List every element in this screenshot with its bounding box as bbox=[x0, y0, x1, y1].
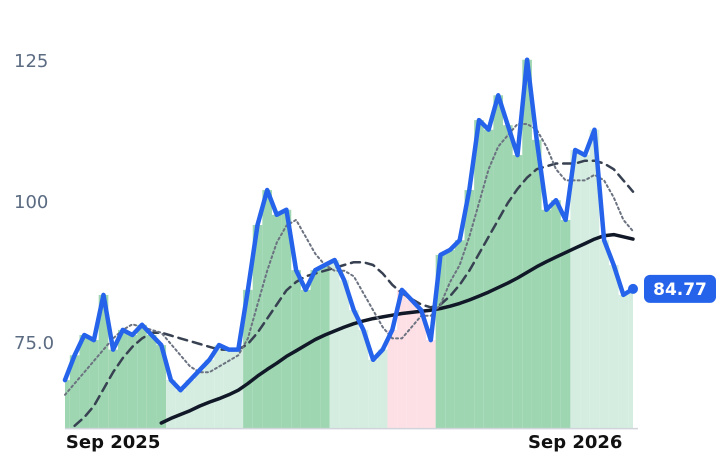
price-area bbox=[320, 265, 330, 429]
price-area bbox=[560, 219, 571, 429]
price-area bbox=[271, 214, 282, 429]
y-tick-label: 125 bbox=[14, 51, 48, 72]
price-area bbox=[358, 329, 369, 429]
price-area bbox=[493, 95, 504, 429]
price-area bbox=[156, 345, 167, 429]
price-area bbox=[185, 380, 195, 429]
price-area bbox=[310, 270, 321, 429]
price-area bbox=[628, 288, 633, 429]
price-area bbox=[503, 125, 513, 429]
price-area bbox=[117, 329, 128, 429]
last-price-label: 84.77 bbox=[653, 280, 707, 300]
price-area bbox=[281, 209, 292, 429]
price-area bbox=[570, 149, 581, 429]
price-area bbox=[300, 289, 311, 429]
price-area bbox=[194, 369, 205, 429]
price-area bbox=[397, 289, 407, 429]
price-area bbox=[65, 380, 70, 429]
price-area bbox=[512, 155, 523, 429]
price-area bbox=[368, 359, 378, 429]
price-area bbox=[589, 129, 600, 429]
price-area bbox=[175, 390, 186, 429]
price-area bbox=[349, 310, 359, 429]
price-area bbox=[127, 334, 138, 429]
price-area bbox=[108, 349, 118, 429]
price-area bbox=[551, 200, 561, 429]
price-area bbox=[377, 349, 388, 429]
price-area bbox=[522, 59, 532, 429]
price-area bbox=[98, 294, 109, 429]
price-area bbox=[474, 120, 484, 429]
price-area bbox=[541, 209, 552, 429]
price-area bbox=[406, 300, 417, 429]
price-area bbox=[252, 224, 263, 429]
series-line bbox=[64, 123, 634, 396]
price-area bbox=[214, 345, 224, 429]
price-area bbox=[89, 340, 99, 429]
price-area bbox=[426, 340, 436, 429]
y-tick-label: 100 bbox=[14, 192, 48, 213]
price-area bbox=[464, 190, 475, 429]
price-area bbox=[329, 259, 340, 429]
price-area bbox=[223, 349, 234, 429]
x-tick-label: Sep 2025 bbox=[66, 432, 160, 453]
price-area bbox=[69, 355, 80, 429]
price-area bbox=[435, 254, 446, 429]
price-area bbox=[618, 294, 629, 429]
price-area bbox=[166, 380, 176, 429]
price-area bbox=[445, 249, 455, 429]
price-area bbox=[79, 334, 90, 429]
price-area bbox=[608, 265, 619, 429]
price-area bbox=[262, 190, 272, 429]
price-area bbox=[387, 329, 398, 429]
last-price-dot bbox=[628, 283, 638, 294]
price-area bbox=[137, 324, 147, 429]
x-tick-label: Sep 2026 bbox=[528, 432, 622, 453]
price-area bbox=[243, 289, 253, 429]
price-area bbox=[416, 310, 427, 429]
price-area bbox=[580, 155, 590, 429]
price-area bbox=[339, 280, 349, 429]
price-area bbox=[483, 129, 494, 429]
y-tick-label: 75.0 bbox=[14, 333, 54, 354]
price-area bbox=[531, 139, 542, 429]
series-line bbox=[62, 57, 636, 393]
price-area bbox=[599, 240, 609, 429]
price-area bbox=[454, 240, 465, 429]
price-area bbox=[146, 334, 157, 429]
price-area bbox=[204, 359, 215, 429]
last-price-badge bbox=[644, 274, 716, 303]
